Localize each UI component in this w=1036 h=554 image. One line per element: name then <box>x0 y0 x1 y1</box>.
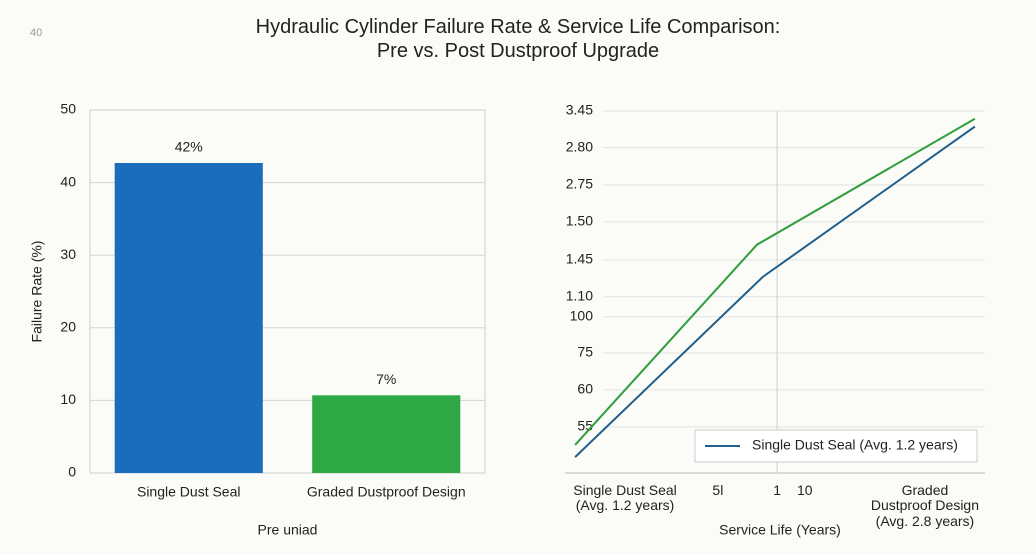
bar <box>114 162 263 474</box>
y-tick-label: 1.50 <box>566 213 593 229</box>
series-line <box>574 117 976 446</box>
corner-text: 40 <box>30 27 43 39</box>
y-tick-label: 2.75 <box>566 176 593 192</box>
y-tick-label: 0 <box>68 464 76 480</box>
y-tick-label: 50 <box>60 101 76 117</box>
x-axis-label: Service Life (Years) <box>719 522 841 538</box>
y-tick-label: 2.80 <box>566 138 593 154</box>
plot-frame <box>89 109 486 474</box>
series-line <box>574 125 976 458</box>
x-tick-label: Graded Dustproof Design (Avg. 2.8 years) <box>870 482 980 529</box>
x-tick-label: 5l <box>712 482 724 498</box>
x-tick-label: Single Dust Seal (Avg. 1.2 years) <box>573 482 677 514</box>
y-axis-label: Failure Rate (%) <box>29 241 45 343</box>
x-axis-label: Pre uniad <box>258 522 318 538</box>
bar-annotation: 42% <box>175 139 203 155</box>
y-tick-label: 40 <box>60 173 76 189</box>
legend-box <box>694 429 978 463</box>
y-tick-label: 75 <box>577 344 593 360</box>
y-tick-label: 60 <box>577 381 593 397</box>
y-tick-label: 10 <box>60 391 76 407</box>
page-title: Hydraulic Cylinder Failure Rate & Servic… <box>255 16 781 62</box>
bar <box>312 395 461 473</box>
y-tick-label: 1.45 <box>566 251 593 267</box>
y-tick-label: 100 <box>570 307 594 323</box>
x-tick-label: 10 <box>797 482 813 498</box>
x-tick-label: 1 <box>773 482 781 498</box>
y-tick-label: 30 <box>60 246 76 262</box>
y-tick-label: 3.45 <box>566 102 593 118</box>
bar-annotation: 7% <box>376 371 396 387</box>
x-tick-label: Graded Dustproof Design <box>307 484 466 500</box>
y-tick-label: 20 <box>60 319 76 335</box>
y-tick-label: 55 <box>577 418 593 434</box>
x-tick-label: Single Dust Seal <box>137 484 241 500</box>
legend-label: Single Dust Seal (Avg. 1.2 years) <box>752 437 958 453</box>
y-tick-label: 1.10 <box>566 288 593 304</box>
